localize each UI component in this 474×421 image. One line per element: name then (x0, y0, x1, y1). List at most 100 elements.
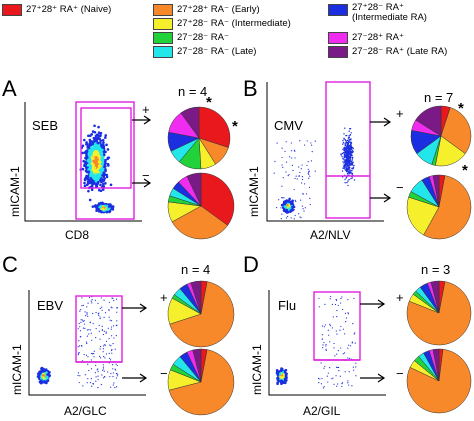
event-dot (345, 151, 348, 153)
gate-minus-label: − (142, 168, 150, 183)
event-dot (84, 162, 88, 165)
event-dot (309, 175, 311, 177)
pie-slice (440, 107, 472, 154)
event-dot (88, 134, 92, 138)
event-dot (111, 364, 114, 366)
event-dot (81, 297, 83, 299)
event-dot (93, 350, 95, 352)
event-dot (107, 327, 109, 329)
event-dot (110, 320, 113, 322)
event-dot (89, 322, 91, 324)
event-dot (81, 360, 84, 362)
event-dot (85, 341, 88, 343)
panel-letter: C (2, 252, 18, 277)
event-dot (349, 160, 351, 162)
event-dot (42, 380, 46, 384)
legend-item-dn-ra-neg: 27⁻28⁻ RA⁻ (153, 31, 229, 45)
event-dot (343, 168, 346, 170)
event-dot (85, 151, 88, 155)
event-dot (335, 299, 338, 302)
event-dot (115, 386, 118, 388)
arrow-head (143, 115, 152, 125)
event-dot (115, 334, 117, 337)
event-dot (354, 342, 356, 344)
event-dot (289, 156, 291, 158)
event-dot (97, 177, 100, 180)
event-dot (301, 205, 304, 207)
event-dot (116, 311, 118, 313)
event-dot (337, 304, 339, 307)
event-dot (98, 330, 100, 332)
event-dot (295, 200, 297, 203)
pie-slice (406, 348, 472, 414)
arrow-head (139, 373, 148, 383)
event-dot (333, 342, 335, 345)
pie-slice (169, 281, 235, 348)
event-dot (97, 368, 99, 370)
event-dot (342, 328, 344, 330)
event-dot (89, 179, 92, 183)
event-dot (279, 375, 282, 379)
event-dot (345, 168, 348, 170)
event-dot (102, 153, 106, 157)
event-dot (89, 174, 92, 178)
event-dot (116, 320, 118, 322)
event-dot (347, 170, 349, 172)
pie-chart-bottom (167, 348, 235, 416)
event-dot (109, 344, 111, 346)
event-dot (290, 200, 292, 203)
event-dot (83, 184, 87, 188)
event-dot (344, 312, 347, 314)
stimulus-label: SEB (32, 118, 59, 133)
legend-item-late: 27⁻28⁻ RA⁻ (Late) (153, 45, 256, 59)
event-dot (298, 166, 300, 168)
event-dot (294, 150, 296, 152)
event-dot (352, 323, 354, 325)
event-dot (104, 134, 108, 137)
event-dot (108, 301, 110, 304)
event-dot (345, 177, 347, 179)
event-dot (285, 375, 288, 378)
event-dot (86, 164, 90, 167)
event-dot (88, 333, 90, 335)
event-dot (97, 154, 100, 158)
event-dot (90, 332, 92, 334)
gate-outer (325, 81, 371, 219)
event-dot (287, 215, 289, 218)
event-dot (299, 171, 301, 174)
event-dot (327, 329, 329, 331)
event-dot (95, 312, 97, 314)
event-dot (336, 333, 338, 335)
event-dot (44, 375, 48, 379)
event-dot (86, 342, 88, 345)
event-dot (350, 170, 353, 172)
event-dot (111, 307, 113, 309)
event-dot (350, 162, 353, 165)
event-dot (101, 188, 105, 191)
event-dot (90, 188, 94, 191)
x-axis-label: CD8 (65, 228, 90, 242)
event-dot (105, 143, 108, 147)
event-dot (103, 316, 105, 318)
event-dot (347, 312, 349, 314)
event-dot (99, 131, 103, 135)
event-dot (344, 156, 346, 158)
event-dot (283, 371, 287, 374)
event-dot (103, 330, 105, 333)
arrow-head (377, 299, 386, 309)
event-dot (348, 155, 351, 157)
event-dot (331, 303, 333, 306)
event-dot (83, 177, 87, 181)
event-dot (348, 166, 350, 168)
plot-axes (268, 290, 386, 396)
legend-swatch (153, 46, 173, 58)
event-dot (96, 162, 99, 166)
event-dot (112, 342, 114, 345)
event-dot (94, 299, 96, 301)
event-dot (348, 178, 350, 181)
sample-count: n = 3 (421, 262, 451, 277)
event-dot (348, 161, 351, 164)
event-dot (279, 372, 282, 376)
event-dot (292, 169, 294, 172)
event-dot (347, 180, 349, 182)
